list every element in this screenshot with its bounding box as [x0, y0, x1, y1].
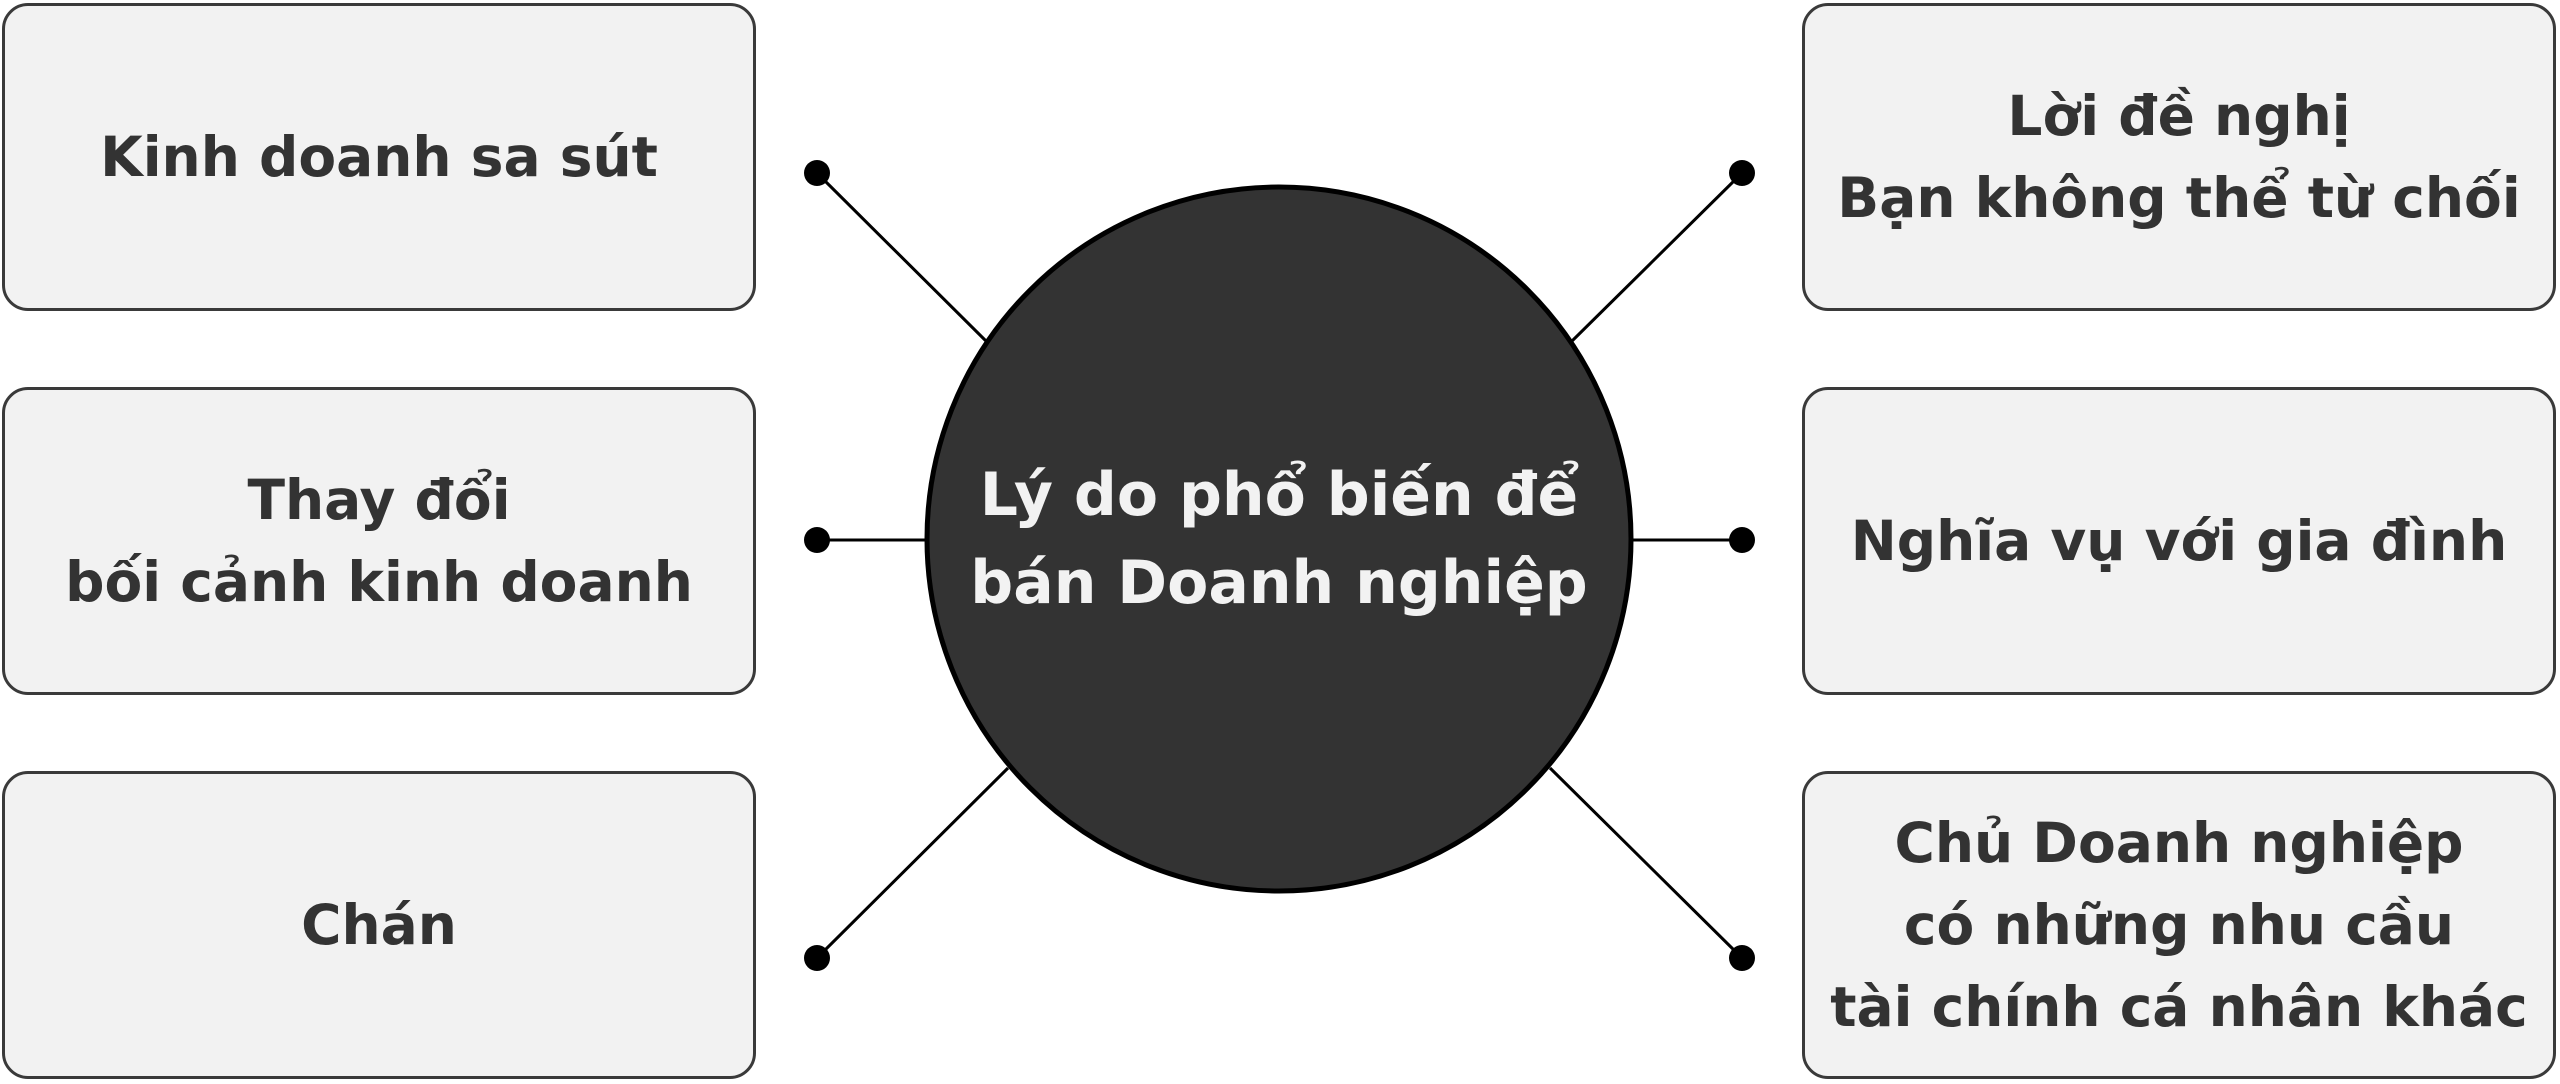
connector-dot-mid-right: [1729, 527, 1755, 553]
reason-text: Thay đổi: [247, 468, 511, 532]
center-title: Lý do phổ biến để bán Doanh nghiệp: [926, 186, 1632, 892]
reason-text: tài chính cá nhân khác: [1830, 975, 2528, 1039]
reason-text: bối cảnh kinh doanh: [65, 550, 693, 614]
reason-box-irresistible-offer: Lời đề nghị Bạn không thể từ chối: [1802, 3, 2556, 311]
reason-box-boredom: Chán: [2, 771, 756, 1079]
reason-text: Chán: [301, 893, 457, 957]
reason-text: có những nhu cầu: [1903, 893, 2455, 957]
connector-dot-bottom-left: [804, 945, 830, 971]
center-title-line: Lý do phổ biến để: [979, 460, 1579, 530]
connector-dot-top-left: [804, 160, 830, 186]
center-circle: [924, 184, 1634, 894]
connector-bottom-left: [815, 766, 1010, 960]
reason-box-personal-financial-needs: Chủ Doanh nghiệp có những nhu cầu tài ch…: [1802, 771, 2556, 1079]
reason-text: Nghĩa vụ với gia đình: [1850, 509, 2508, 573]
reason-box-family-obligations: Nghĩa vụ với gia đình: [1802, 387, 2556, 695]
connector-top-right: [1568, 171, 1744, 345]
connector-dot-mid-left: [804, 527, 830, 553]
center-title-line: bán Doanh nghiệp: [970, 548, 1588, 618]
reason-text: Lời đề nghị: [2007, 84, 2351, 148]
reason-text: Chủ Doanh nghiệp: [1894, 811, 2464, 875]
reason-box-changing-business-context: Thay đổi bối cảnh kinh doanh: [2, 387, 756, 695]
connector-top-left: [815, 171, 990, 345]
connector-bottom-right: [1548, 766, 1744, 960]
connector-dot-top-right: [1729, 160, 1755, 186]
connector-dot-bottom-right: [1729, 945, 1755, 971]
reason-box-declining-business: Kinh doanh sa sút: [2, 3, 756, 311]
reason-text: Bạn không thể từ chối: [1837, 166, 2521, 230]
reason-text: Kinh doanh sa sút: [100, 125, 658, 189]
